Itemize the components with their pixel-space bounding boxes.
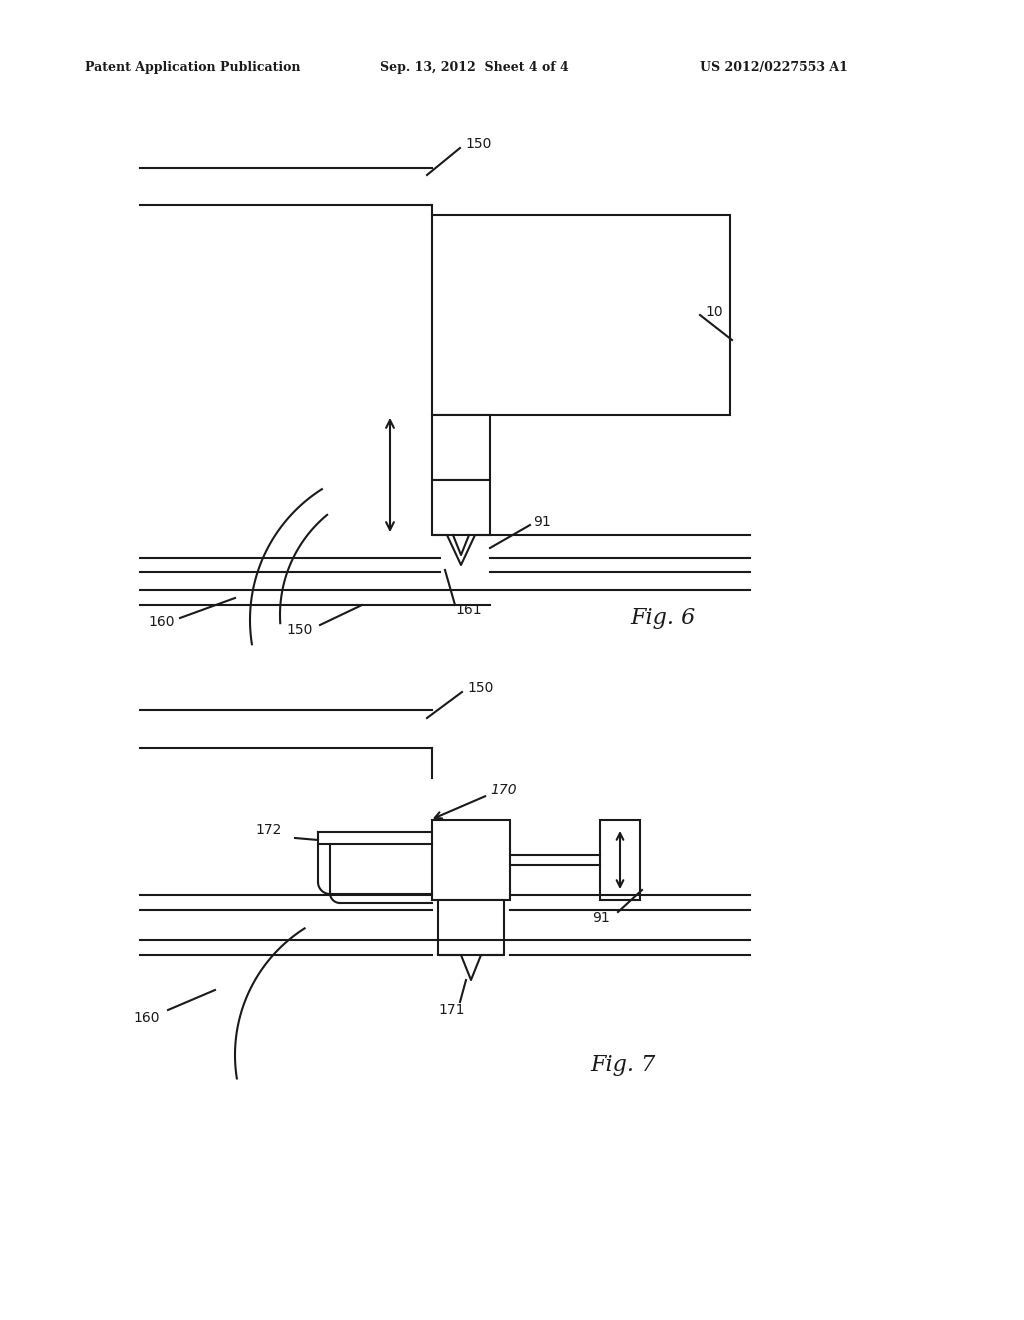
Text: Patent Application Publication: Patent Application Publication — [85, 62, 300, 74]
Text: 150: 150 — [467, 681, 494, 696]
Bar — [600, 820, 640, 900]
Text: US 2012/0227553 A1: US 2012/0227553 A1 — [700, 62, 848, 74]
Text: 91: 91 — [534, 515, 551, 529]
Text: Fig. 7: Fig. 7 — [590, 1053, 655, 1076]
Text: Fig. 6: Fig. 6 — [630, 607, 695, 630]
Text: 160: 160 — [148, 615, 174, 630]
Text: 171: 171 — [438, 1003, 465, 1016]
Text: 150: 150 — [286, 623, 312, 638]
Bar — [432, 820, 510, 900]
Text: 91: 91 — [592, 911, 609, 925]
Text: 161: 161 — [455, 603, 481, 616]
Bar — [432, 414, 490, 480]
Text: 170: 170 — [490, 783, 517, 797]
Text: 172: 172 — [255, 822, 282, 837]
Text: 10: 10 — [705, 305, 723, 319]
Bar — [438, 900, 504, 954]
Text: 160: 160 — [133, 1011, 160, 1026]
Text: 150: 150 — [465, 137, 492, 150]
Text: Sep. 13, 2012  Sheet 4 of 4: Sep. 13, 2012 Sheet 4 of 4 — [380, 62, 568, 74]
Bar — [432, 215, 730, 414]
Bar — [432, 480, 490, 535]
